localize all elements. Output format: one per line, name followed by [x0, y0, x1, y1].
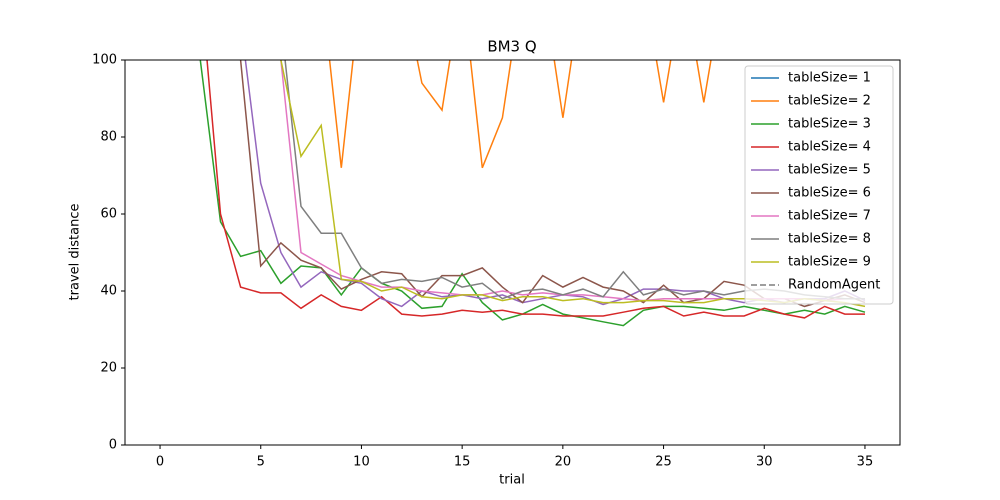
- x-tick-label: 25: [655, 455, 672, 470]
- chart-title: BM3 Q: [487, 38, 536, 56]
- series-line: [206, 60, 865, 319]
- legend: tableSize= 1 tableSize= 2 tableSize= 3 tabl…: [744, 65, 894, 305]
- legend-label: tableSize= 2: [788, 94, 871, 109]
- y-tick-label: 80: [100, 130, 117, 145]
- legend-label: tableSize= 3: [788, 117, 871, 132]
- legend-label: tableSize= 7: [788, 209, 871, 224]
- legend-label: RandomAgent: [788, 278, 880, 293]
- y-tick-label: 60: [100, 207, 117, 222]
- x-axis-label: trial: [499, 473, 525, 488]
- plot-frame: [124, 59, 901, 446]
- series-line: [328, 60, 712, 169]
- x-tick-label: 20: [555, 455, 572, 470]
- legend-box: [744, 65, 894, 305]
- x-tick-label: 0: [156, 455, 164, 470]
- x-tick-label: 15: [454, 455, 471, 470]
- legend-label: tableSize= 6: [788, 186, 871, 201]
- y-tick-label: 40: [100, 284, 117, 299]
- legend-label: tableSize= 9: [788, 255, 871, 270]
- legend-label: tableSize= 1: [788, 71, 871, 86]
- legend-label: tableSize= 8: [788, 232, 871, 247]
- x-tick-label: 30: [756, 455, 773, 470]
- y-tick-label: 100: [92, 53, 117, 68]
- x-tick-label: 35: [857, 455, 874, 470]
- series-line: [199, 60, 866, 327]
- x-tick-label: 5: [257, 455, 265, 470]
- y-tick-label: 20: [100, 361, 117, 376]
- x-tick-label: 10: [353, 455, 370, 470]
- y-tick-label: 0: [109, 438, 117, 453]
- legend-label: tableSize= 4: [788, 140, 871, 155]
- legend-label: tableSize= 5: [788, 163, 871, 178]
- y-axis-label: travel distance: [68, 204, 83, 301]
